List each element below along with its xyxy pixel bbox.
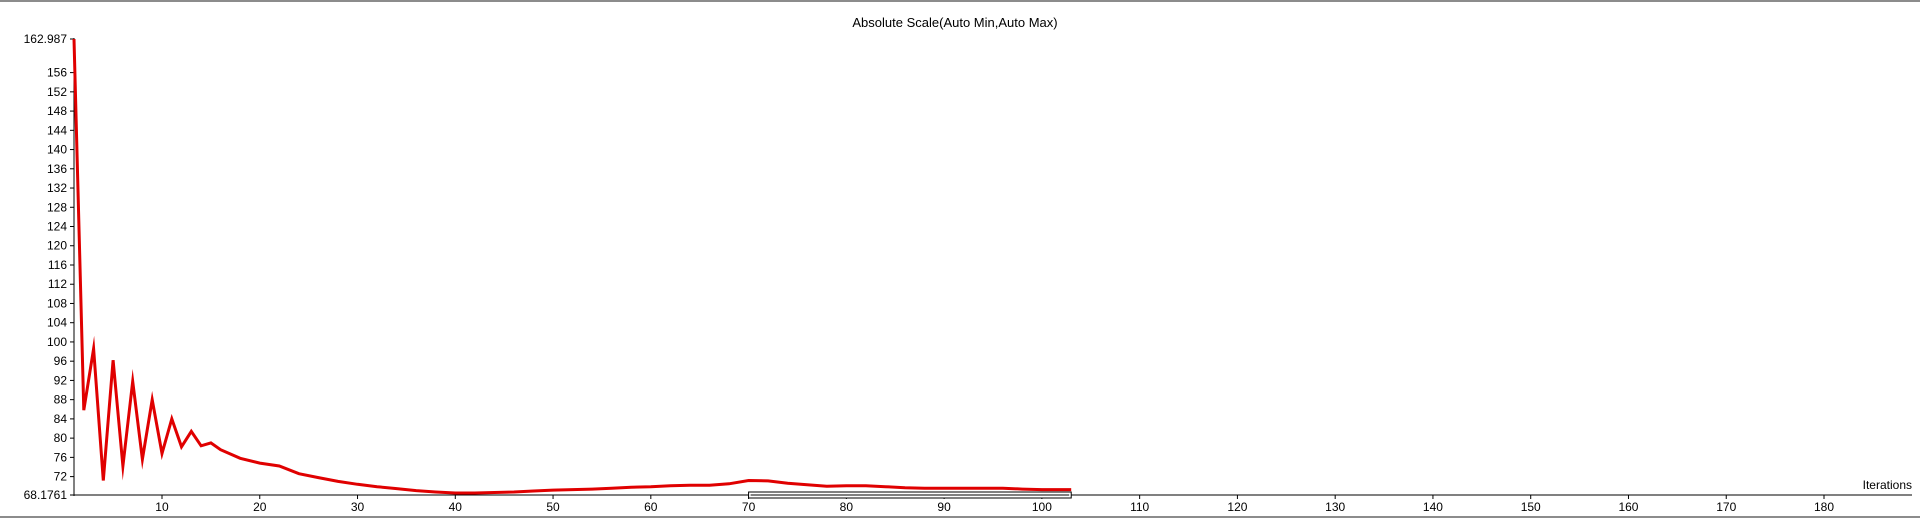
- x-tick-label: 180: [1814, 500, 1834, 514]
- y-tick-label: 136: [47, 162, 67, 176]
- x-tick-label: 60: [644, 500, 658, 514]
- y-tick-label: 124: [47, 220, 67, 234]
- y-tick-label: 120: [47, 239, 67, 253]
- y-tick-label: 132: [47, 181, 67, 195]
- y-tick-label: 84: [54, 412, 68, 426]
- y-tick-label: 140: [47, 143, 67, 157]
- x-tick-label: 130: [1325, 500, 1345, 514]
- y-tick-label: 76: [54, 450, 68, 464]
- x-tick-label: 80: [840, 500, 854, 514]
- y-tick-label: 156: [47, 66, 67, 80]
- y-tick-label: 92: [54, 373, 68, 387]
- x-tick-label: 50: [546, 500, 560, 514]
- y-tick-label: 104: [47, 316, 67, 330]
- y-tick-label: 100: [47, 335, 67, 349]
- x-tick-label: 70: [742, 500, 756, 514]
- y-tick-label: 88: [54, 393, 68, 407]
- chart-title: Absolute Scale(Auto Min,Auto Max): [852, 15, 1057, 30]
- y-tick-label: 72: [54, 470, 68, 484]
- y-tick-label: 96: [54, 354, 68, 368]
- x-tick-label: 100: [1032, 500, 1052, 514]
- x-tick-label: 120: [1227, 500, 1247, 514]
- y-tick-label: 128: [47, 200, 67, 214]
- x-tick-label: 40: [449, 500, 463, 514]
- y-tick-label: 116: [48, 258, 67, 272]
- x-tick-label: 150: [1521, 500, 1541, 514]
- y-tick-label: 144: [47, 123, 67, 137]
- x-tick-label: 160: [1618, 500, 1638, 514]
- y-tick-label: 162.987: [24, 32, 68, 46]
- x-tick-label: 10: [155, 500, 169, 514]
- x-tick-label: 140: [1423, 500, 1443, 514]
- x-tick-label: 30: [351, 500, 365, 514]
- series-layer: [72, 38, 1072, 495]
- y-tick-label: 112: [48, 277, 67, 291]
- x-axis-label: Iterations: [1863, 478, 1912, 492]
- y-tick-label: 68.1761: [24, 488, 68, 502]
- series-line: [72, 38, 1072, 495]
- y-tick-label: 108: [47, 296, 67, 310]
- x-tick-label: 170: [1716, 500, 1736, 514]
- y-axis: 162.987 156 152 148 144 140 136 132 128 124 120 116…: [24, 32, 75, 502]
- y-tick-label: 148: [47, 104, 67, 118]
- x-tick-label: 90: [937, 500, 951, 514]
- y-tick-label: 80: [54, 431, 68, 445]
- y-tick-label: 152: [47, 85, 67, 99]
- x-tick-label: 20: [253, 500, 267, 514]
- x-tick-label: 110: [1130, 500, 1149, 514]
